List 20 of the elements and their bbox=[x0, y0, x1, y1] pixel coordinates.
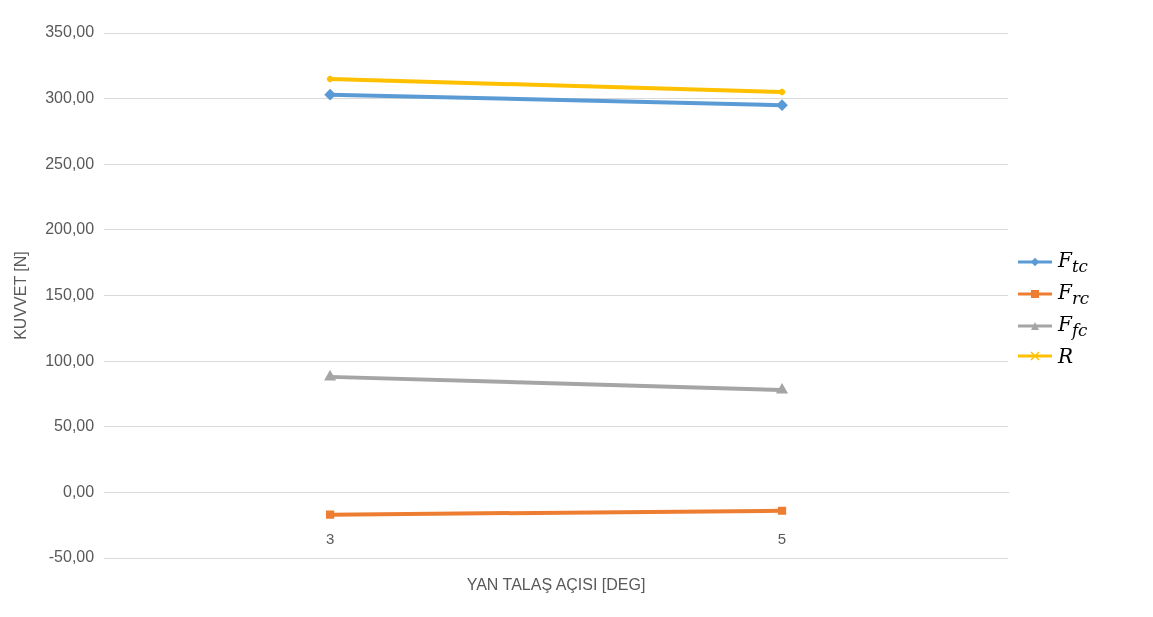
x-axis-title: YAN TALAŞ AÇISI [DEG] bbox=[466, 576, 646, 593]
x-tick-label: 3 bbox=[325, 529, 335, 547]
legend-label: F$_{tc}$ bbox=[1058, 248, 1088, 276]
y-axis-title: KUVVET [N] bbox=[12, 251, 30, 340]
y-tick-label: 0,00 bbox=[63, 482, 95, 500]
y-tick-label: 100,00 bbox=[45, 351, 95, 369]
point bbox=[777, 100, 788, 111]
point bbox=[777, 506, 787, 515]
y-tick-label: 300,00 bbox=[45, 89, 95, 107]
legend-label: F$_{rc}$ bbox=[1058, 280, 1090, 308]
legend-label: R bbox=[1058, 344, 1074, 368]
point bbox=[325, 510, 335, 519]
x-tick-label: 5 bbox=[777, 529, 787, 547]
y-tick-label: 350,00 bbox=[45, 23, 95, 41]
y-tick-label: 200,00 bbox=[45, 220, 95, 238]
legend-label: F$_{fc}$ bbox=[1058, 312, 1088, 340]
y-tick-label: 150,00 bbox=[45, 285, 95, 303]
y-tick-label: 250,00 bbox=[45, 154, 95, 172]
y-tick-label: -50,00 bbox=[48, 548, 95, 566]
y-tick-label: 50,00 bbox=[54, 417, 95, 435]
